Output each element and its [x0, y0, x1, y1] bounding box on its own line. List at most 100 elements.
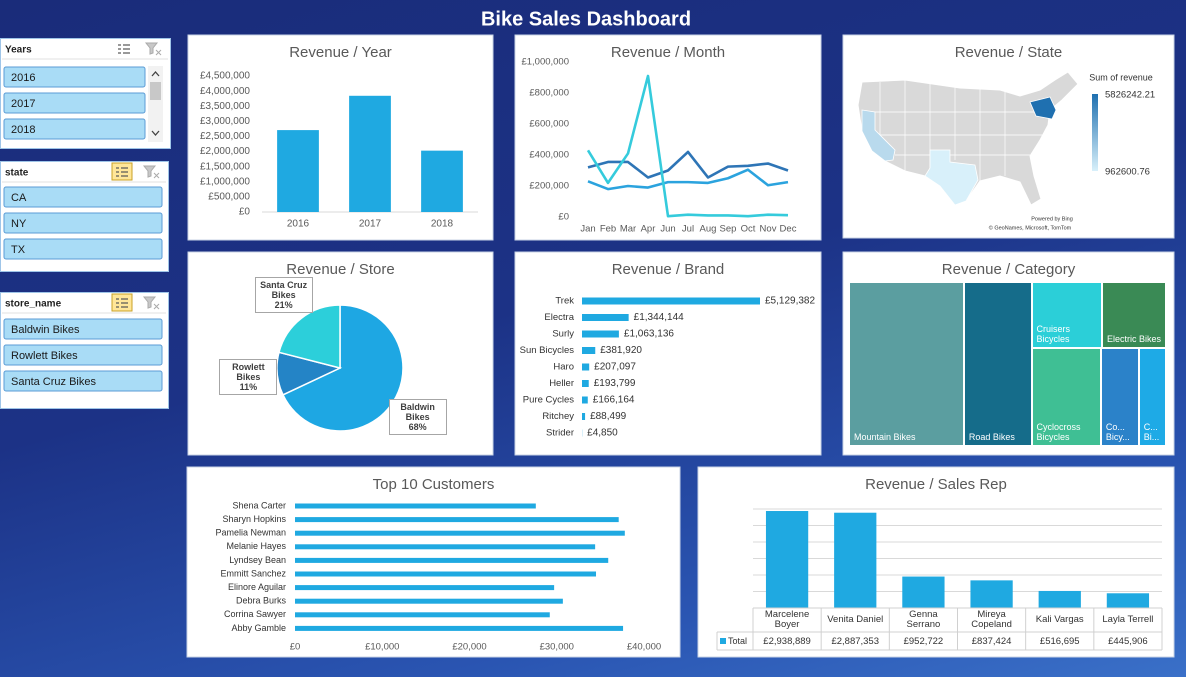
line-series	[587, 168, 789, 191]
scrollbar-thumb[interactable]	[150, 82, 161, 100]
x-tick-label: £10,000	[365, 642, 399, 653]
state-region	[861, 109, 896, 162]
table-category: Mireya Copeland	[971, 608, 1012, 630]
bar	[582, 314, 629, 321]
slicer-item[interactable]	[3, 318, 163, 340]
y-tick-label: £3,500,000	[200, 101, 250, 112]
table-category: Venita Daniel	[827, 613, 884, 625]
y-tick-label: Surly	[552, 329, 574, 340]
chart-title: Revenue / Store	[286, 261, 394, 278]
table-value: £2,938,889	[763, 635, 811, 647]
data-label: £193,799	[594, 378, 636, 389]
table-value: £952,722	[903, 635, 944, 647]
x-tick-label: 2016	[287, 219, 310, 230]
slicer-item[interactable]	[3, 118, 146, 140]
bar	[582, 347, 596, 354]
chart-title: Top 10 Customers	[373, 476, 495, 493]
treemap-label: Cyclocross Bicycles	[1036, 421, 1081, 442]
slicer-item[interactable]	[3, 186, 163, 208]
map-credit: © GeoNames, Microsoft, TomTom	[989, 224, 1072, 231]
scroll-up[interactable]	[151, 71, 160, 77]
legend-title: Sum of revenue	[1089, 72, 1153, 82]
slicer-item[interactable]	[3, 212, 163, 234]
slicer-item-label: 2016	[11, 72, 35, 84]
x-tick-label: Aug	[700, 224, 717, 235]
y-tick-label: £1,000,000	[521, 57, 569, 68]
table-header-cell: Layla Terrell	[1094, 608, 1162, 632]
y-tick-label: £200,000	[529, 181, 569, 192]
table-category: Kali Vargas	[1035, 613, 1084, 625]
y-tick-label: Abby Gamble	[231, 623, 286, 633]
y-tick-label: £4,000,000	[200, 86, 250, 97]
bar	[295, 585, 555, 591]
y-tick-label: Melanie Hayes	[226, 541, 286, 551]
bar	[1038, 590, 1081, 608]
slicer-item-label: Baldwin Bikes	[11, 324, 80, 336]
bar	[582, 330, 619, 338]
slicer-item[interactable]	[3, 238, 163, 260]
chart-title: Revenue / Category	[942, 261, 1076, 278]
legend-key	[720, 638, 726, 644]
bar	[295, 530, 625, 536]
x-tick-label: 2018	[431, 219, 454, 230]
data-label: £166,164	[593, 395, 635, 406]
treemap-cell: Road Bikes	[964, 283, 1031, 445]
slicer-item-label: TX	[11, 244, 26, 256]
treemap-cell: Co... Bicy...	[1101, 349, 1138, 445]
slicer-item[interactable]	[3, 370, 163, 392]
table-value: £445,906	[1108, 635, 1148, 647]
pie-label-value: 68%	[408, 422, 427, 433]
x-tick-label: £20,000	[452, 642, 486, 653]
bar	[277, 130, 319, 212]
chart-panel	[514, 34, 822, 241]
x-tick-label: Jul	[682, 224, 694, 235]
table-value: £837,424	[971, 635, 1012, 647]
bar	[1106, 593, 1150, 608]
x-tick-label: Apr	[641, 224, 656, 235]
x-tick-label: Mar	[620, 224, 636, 235]
colorbar	[1092, 94, 1098, 171]
slicer-item[interactable]	[3, 92, 146, 114]
treemap-cell: Electric Bikes	[1102, 283, 1165, 348]
data-label: £207,097	[594, 362, 636, 373]
y-tick-label: £400,000	[529, 150, 569, 161]
bar	[421, 150, 463, 212]
y-tick-label: £1,000,000	[200, 176, 250, 187]
x-tick-label: £40,000	[627, 642, 661, 653]
clear-filter[interactable]	[142, 165, 160, 179]
chart-title: Revenue / State	[955, 44, 1063, 61]
y-tick-label: £1,500,000	[200, 161, 250, 172]
bar	[295, 517, 619, 523]
colorbar-min: 962600.76	[1105, 167, 1150, 178]
scrollbar	[148, 66, 163, 142]
slicer-item-label: CA	[11, 192, 27, 204]
slicer-item[interactable]	[3, 344, 163, 366]
state-region	[1029, 96, 1057, 120]
x-tick-label: Feb	[600, 224, 616, 235]
clear-filter[interactable]	[142, 296, 160, 310]
y-tick-label: £3,000,000	[200, 116, 250, 127]
bar	[970, 580, 1013, 608]
slicer-title: store_name	[5, 299, 62, 310]
bar	[582, 413, 586, 420]
y-tick-label: £600,000	[529, 119, 569, 130]
slicer-item[interactable]	[3, 66, 146, 88]
bar	[295, 612, 550, 618]
bar	[295, 598, 563, 604]
pie-label: Baldwin Bikes 68%	[388, 399, 447, 436]
bar	[349, 95, 391, 212]
clear-filter[interactable]	[144, 42, 162, 56]
y-tick-label: £2,500,000	[200, 131, 250, 142]
chart-panel	[514, 251, 822, 456]
y-tick-label: Sun Bicycles	[520, 345, 575, 356]
slicer-item-label: NY	[11, 218, 27, 230]
slicer-item-label: Santa Cruz Bikes	[11, 376, 96, 388]
y-tick-label: £2,000,000	[200, 146, 250, 157]
chart-title: Revenue / Month	[611, 44, 725, 61]
y-tick-label: Shena Carter	[232, 500, 286, 510]
y-tick-label: Trek	[555, 296, 574, 307]
legend-label: Total	[728, 636, 747, 646]
bar	[295, 625, 624, 631]
scroll-down[interactable]	[151, 130, 160, 136]
